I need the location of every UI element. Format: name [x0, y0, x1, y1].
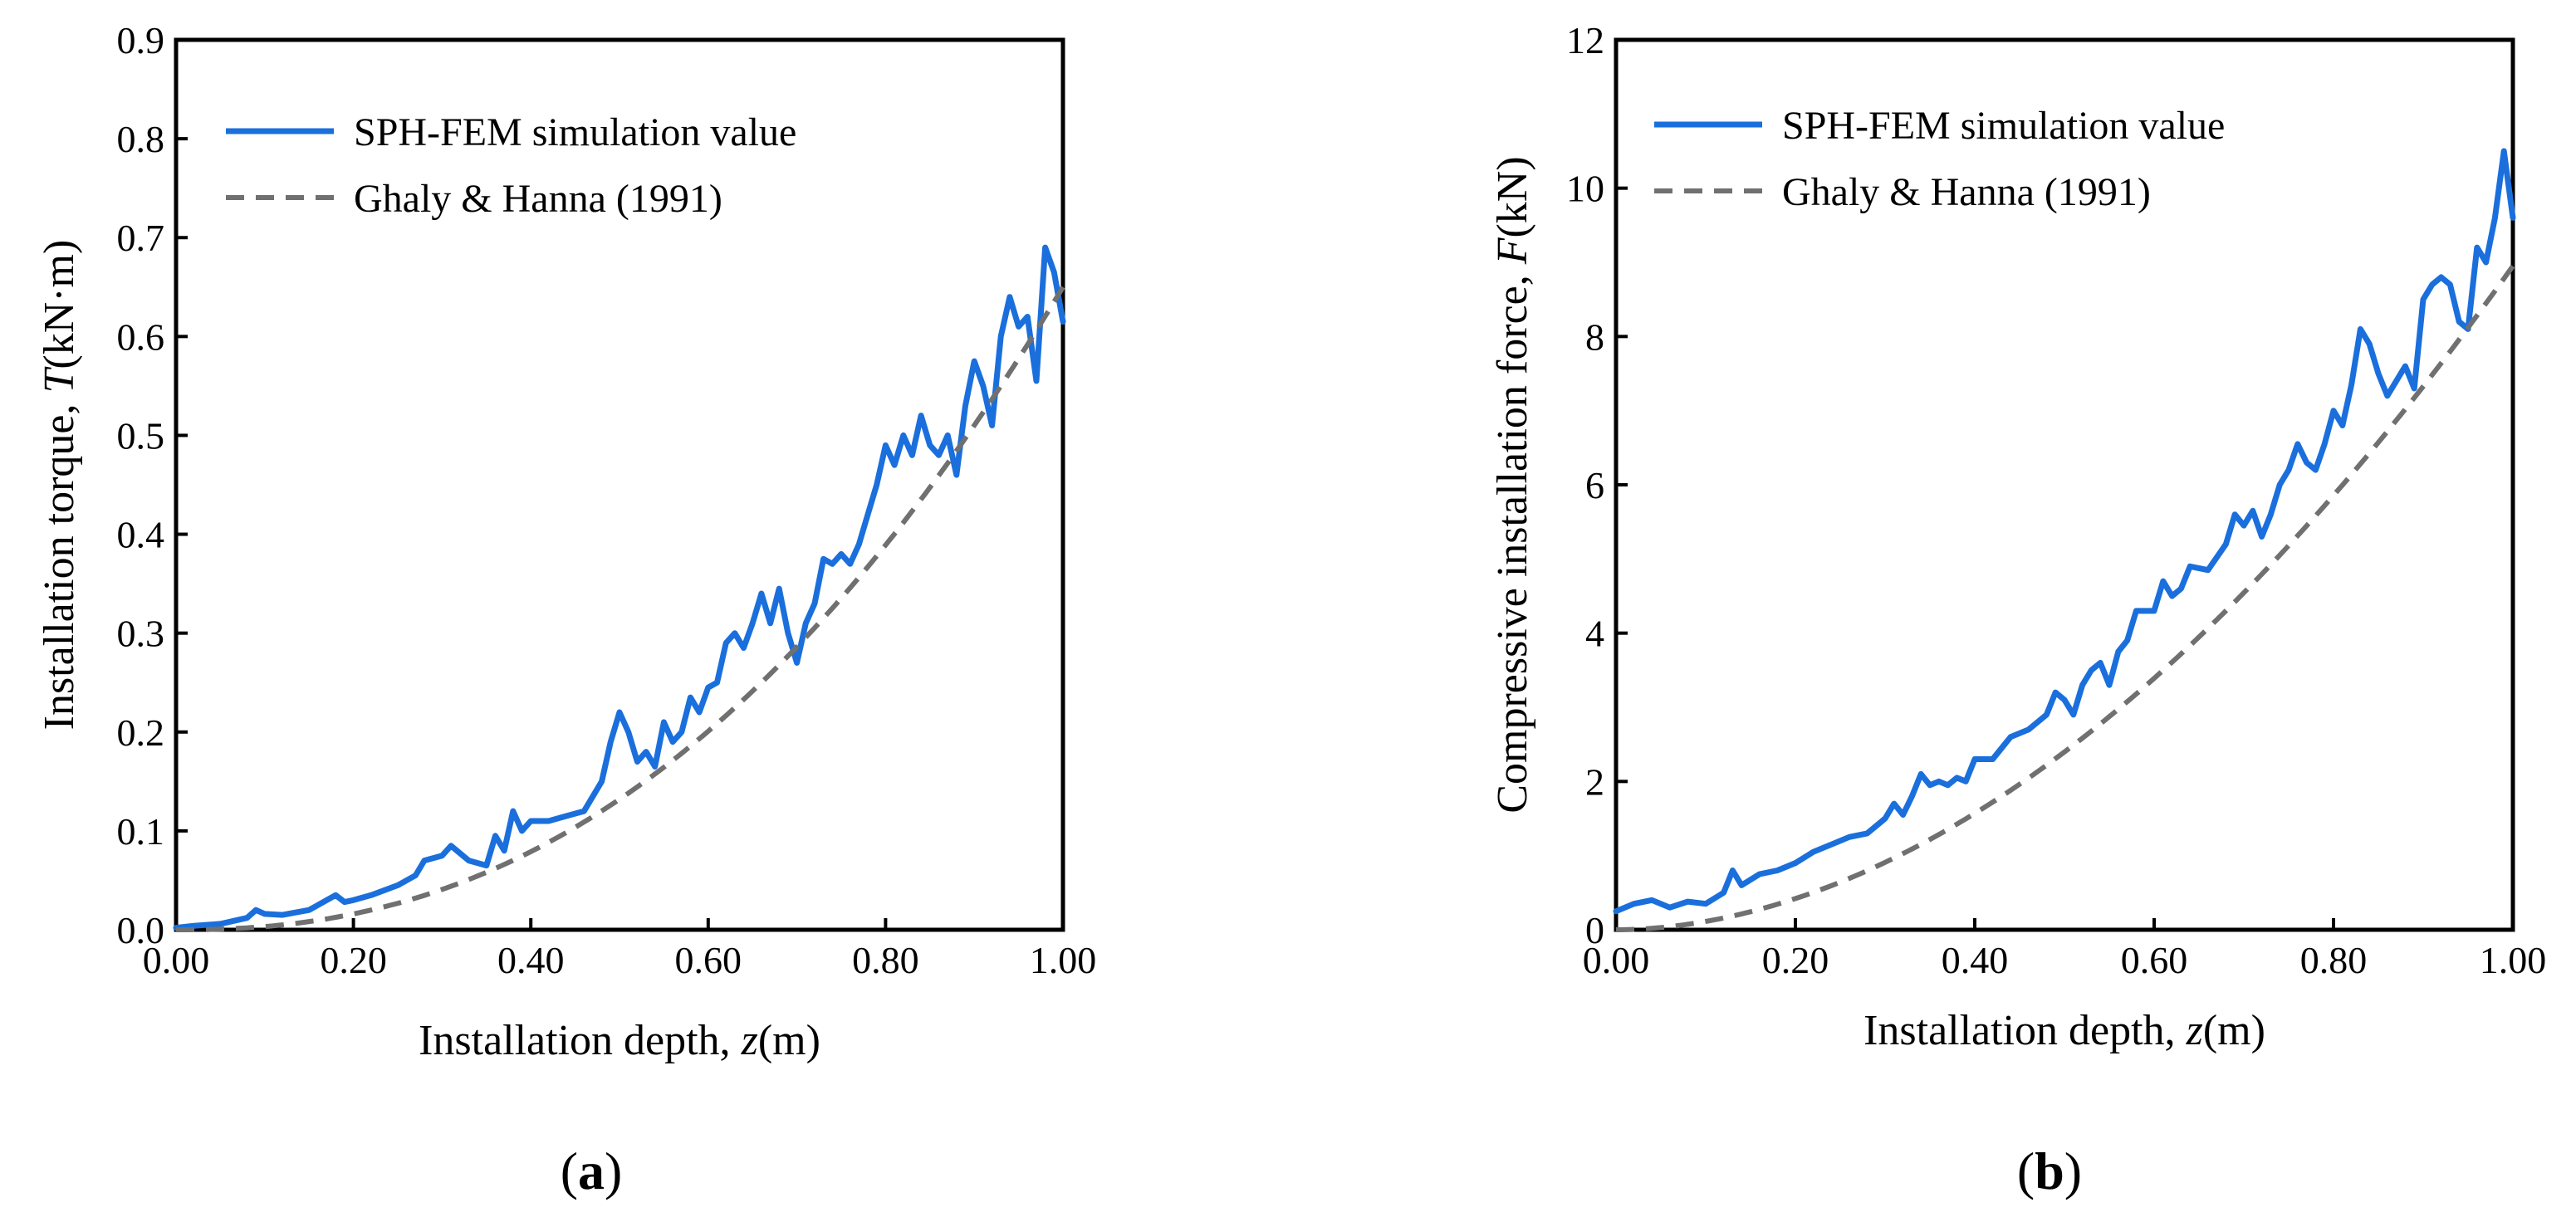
y-axis-title-var: T [36, 367, 83, 393]
y-tick-label: 10 [1566, 168, 1604, 210]
series-line-ghaly-hanna [176, 286, 1065, 932]
x-axis-title-unit: (m) [2203, 1007, 2265, 1054]
x-tick-label: 1.00 [1030, 939, 1097, 981]
x-axis-title-text: Installation depth, [419, 1017, 741, 1064]
panel-b-force-chart: 0.00 0.20 0.40 0.60 0.80 1.00 0 2 4 6 8 10 12 SPH-F… [1489, 19, 2546, 1200]
x-axis-title-var: z [2186, 1007, 2203, 1054]
plot-frame [174, 37, 1065, 932]
y-tick-label: 0.9 [117, 19, 165, 61]
y-tick-label: 0.1 [117, 810, 165, 853]
y-tick-label: 12 [1566, 19, 1604, 61]
x-axis-title: Installation depth, z(m) [1863, 1007, 2265, 1054]
y-tick-label: 0.4 [117, 514, 165, 556]
x-axis-title: Installation depth, z(m) [419, 1017, 820, 1064]
y-axis-title-var: F [1489, 237, 1536, 265]
axis-ticks [174, 38, 1065, 931]
x-tick-labels: 0.00 0.20 0.40 0.60 0.80 1.00 [1583, 939, 2547, 981]
legend: SPH-FEM simulation value Ghaly & Hanna (… [226, 110, 796, 221]
x-tick-label: 0.40 [1942, 939, 2009, 981]
panel-label-letter: b [2035, 1141, 2064, 1200]
series-line-ghaly-hanna [1616, 264, 2515, 932]
y-axis-title-text: Compressive installation force, [1489, 264, 1536, 813]
x-axis-title-text: Installation depth, [1863, 1007, 2186, 1054]
x-tick-label: 0.80 [852, 939, 919, 981]
legend-label-sph-fem: SPH-FEM simulation value [1782, 104, 2225, 148]
x-tick-label: 0.20 [320, 939, 387, 981]
y-tick-label: 8 [1585, 315, 1604, 358]
x-axis-title-var: z [741, 1017, 758, 1064]
y-tick-label: 0.2 [117, 711, 165, 754]
y-axis-title-text: Installation torque, [36, 393, 83, 731]
y-tick-label: 0.0 [117, 909, 165, 951]
series-line-sph-fem [1613, 148, 2516, 915]
panel-a-torque-chart: 0.00 0.20 0.40 0.60 0.80 1.00 0.0 0.1 0.2 0.3 0.4… [36, 19, 1096, 1200]
y-tick-label: 4 [1585, 613, 1604, 655]
y-tick-label: 0.8 [117, 118, 165, 160]
y-tick-label: 0.5 [117, 414, 165, 457]
y-axis-title-unit: (kN) [1489, 156, 1536, 237]
legend-label-sph-fem: SPH-FEM simulation value [354, 110, 796, 154]
x-tick-label: 0.60 [2121, 939, 2188, 981]
series-line-sph-fem [173, 244, 1066, 931]
x-tick-label: 0.00 [143, 939, 210, 981]
y-tick-labels: 0 2 4 6 8 10 12 [1566, 19, 1604, 951]
x-tick-labels: 0.00 0.20 0.40 0.60 0.80 1.00 [143, 939, 1097, 981]
y-tick-label: 0.3 [117, 613, 165, 655]
y-tick-label: 2 [1585, 760, 1604, 803]
legend: SPH-FEM simulation value Ghaly & Hanna (… [1654, 104, 2225, 214]
x-tick-label: 0.40 [497, 939, 565, 981]
y-tick-label: 0 [1585, 909, 1604, 951]
legend-label-ghaly-hanna: Ghaly & Hanna (1991) [1782, 170, 2151, 214]
legend-label-ghaly-hanna: Ghaly & Hanna (1991) [354, 177, 722, 221]
x-tick-label: 0.20 [1762, 939, 1829, 981]
panel-label-a: (a) [561, 1141, 623, 1200]
y-tick-label: 0.7 [117, 217, 165, 259]
x-tick-label: 1.00 [2480, 939, 2547, 981]
y-tick-label: 0.6 [117, 315, 165, 358]
y-axis-title-unit: (kN·m) [36, 240, 83, 369]
x-tick-label: 0.00 [1583, 939, 1650, 981]
panel-label-b: (b) [2017, 1141, 2082, 1200]
x-axis-title-unit: (m) [758, 1017, 820, 1064]
panel-label-letter: a [578, 1141, 605, 1200]
x-tick-label: 0.80 [2300, 939, 2368, 981]
y-tick-label: 6 [1585, 464, 1604, 506]
y-axis-title: Installation torque, T(kN·m) [36, 240, 83, 731]
x-tick-label: 0.60 [675, 939, 742, 981]
y-axis-title: Compressive installation force, F(kN) [1489, 156, 1536, 813]
y-tick-labels: 0.0 0.1 0.2 0.3 0.4 0.5 0.6 0.7 0.8 0.9 [117, 19, 165, 951]
